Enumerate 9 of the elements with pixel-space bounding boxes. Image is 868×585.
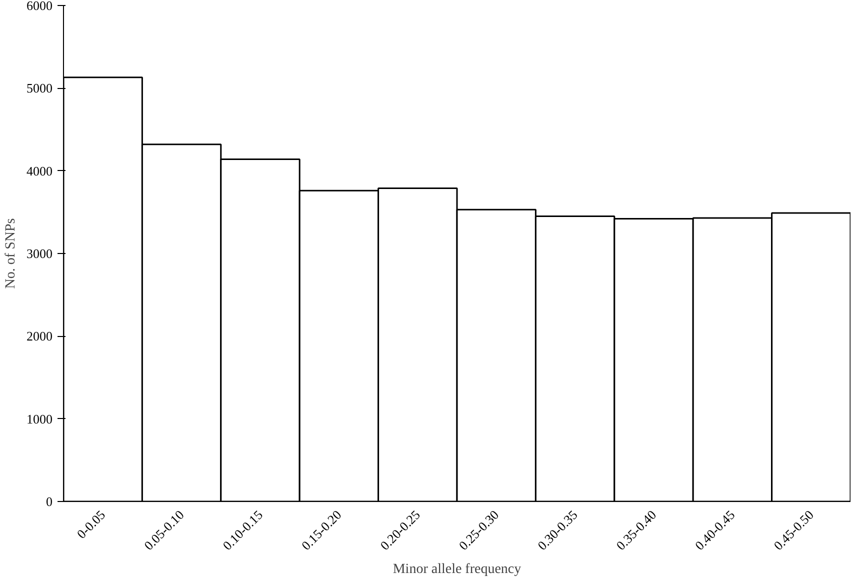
y-tick-label: 0 (46, 494, 52, 509)
y-tick-label: 6000 (26, 0, 52, 13)
y-axis-title: No. of SNPs (4, 218, 18, 289)
x-axis-title: Minor allele frequency (392, 562, 522, 578)
y-tick-label: 3000 (26, 246, 52, 261)
y-tick-label: 2000 (26, 328, 52, 344)
y-tick-label: 4000 (26, 163, 52, 178)
y-tick-label: 1000 (26, 411, 52, 426)
y-tick-label: 5000 (26, 80, 52, 96)
